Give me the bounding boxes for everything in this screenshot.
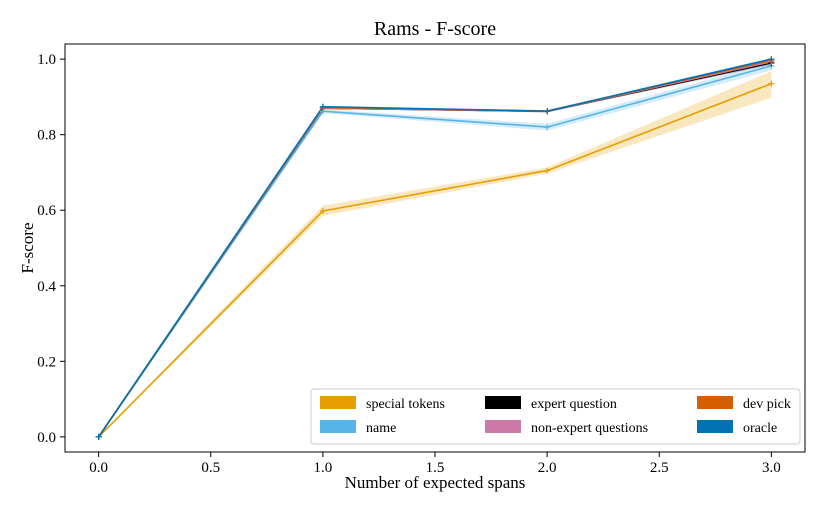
x-tick-label: 2.5 (650, 460, 669, 476)
confidence-bands (98, 57, 772, 437)
y-tick-label: 0.6 (37, 203, 56, 219)
series-line-oracle (97, 58, 772, 438)
y-tick-label: 0.2 (37, 354, 56, 370)
legend-box (310, 388, 801, 445)
x-axis-label: Number of expected spans (345, 473, 526, 492)
legend-item-name: name (320, 420, 396, 436)
x-tick-label: 1.0 (314, 460, 333, 476)
data-point-oracle (544, 108, 551, 115)
y-tick-label: 1.0 (37, 52, 56, 68)
legend-item-expert-question: expert question (485, 396, 617, 412)
data-point-special-tokens (544, 167, 551, 174)
x-tick-label: 3.0 (762, 460, 781, 476)
legend-swatch (320, 420, 356, 433)
band-special-tokens (98, 71, 772, 437)
legend-item-special-tokens: special tokens (320, 396, 445, 412)
data-point-special-tokens (319, 207, 326, 214)
series-line-name (97, 65, 772, 438)
data-point-oracle (95, 433, 102, 440)
legend-label: oracle (743, 421, 777, 436)
x-tick-label: 2.0 (538, 460, 557, 476)
legend-label: name (366, 421, 396, 436)
series-lines (97, 58, 772, 438)
y-tick-label: 0.4 (37, 279, 56, 295)
y-tick-label: 0.0 (37, 430, 56, 446)
legend-swatch (697, 420, 733, 433)
y-axis-ticks: 0.0 0.2 0.4 0.6 0.8 1.0 (37, 52, 65, 446)
data-point-oracle (768, 56, 775, 63)
legend: special tokens name expert question non-exp… (310, 388, 801, 445)
legend-swatch (485, 396, 521, 409)
data-point-name (544, 124, 551, 131)
legend-label: expert question (531, 397, 617, 412)
x-tick-label: 1.5 (426, 460, 445, 476)
data-point-oracle (319, 103, 326, 110)
legend-swatch (320, 396, 356, 409)
y-tick-label: 0.8 (37, 128, 56, 144)
series-markers (95, 56, 775, 440)
x-tick-label: 0.5 (201, 460, 220, 476)
chart-title: Rams - F-score (374, 18, 496, 40)
series-line-special-tokens (98, 82, 772, 438)
x-axis-ticks: 0.0 0.5 1.0 1.5 2.0 2.5 3.0 (89, 452, 781, 476)
legend-label: non-expert questions (531, 421, 648, 436)
legend-label: dev pick (743, 397, 791, 412)
legend-item-oracle: oracle (697, 420, 777, 436)
legend-item-non-expert-questions: non-expert questions (485, 420, 648, 436)
y-axis-label: F-score (18, 223, 37, 274)
legend-swatch (697, 396, 733, 409)
data-point-special-tokens (768, 80, 775, 87)
x-tick-label: 0.0 (89, 460, 108, 476)
legend-swatch (485, 420, 521, 433)
legend-item-dev-pick: dev pick (697, 396, 791, 412)
legend-label: special tokens (366, 397, 445, 412)
